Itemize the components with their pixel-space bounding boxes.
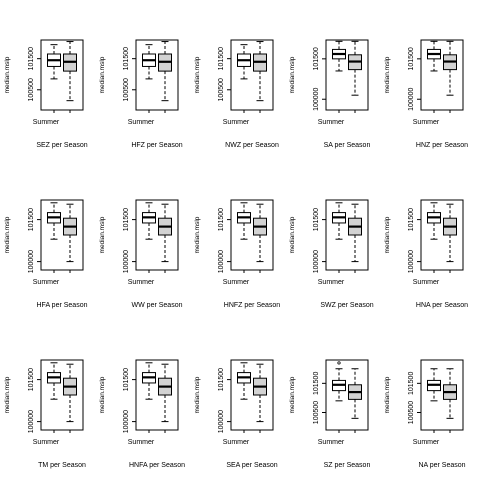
y-tick-label: 101500 <box>28 208 35 231</box>
panel-hfz: 100500 101500 median.mslp Summer HFZ per Sea… <box>99 40 183 149</box>
y-axis-label: median.mslp <box>384 56 391 93</box>
x-tick-label: Summer <box>318 279 345 286</box>
x-tick-label: Summer <box>128 119 155 126</box>
panel-hnz: 100000 101500 median.mslp Summer HNZ per Sea… <box>384 40 468 149</box>
panel-sz: 100500 101500 median.mslp Summer SZ per Seas… <box>289 360 370 469</box>
x-tick-label: Summer <box>33 119 60 126</box>
y-axis-label: median.mslp <box>289 216 296 253</box>
y-tick-label: 101500 <box>313 208 320 231</box>
y-axis-label: median.mslp <box>4 216 11 253</box>
y-tick-label: 101500 <box>218 208 225 231</box>
panel-hfa: 100000 101500 median.mslp Summer HFA per Sea… <box>4 200 88 309</box>
y-tick-label: 100500 <box>218 78 225 101</box>
y-tick-label: 100000 <box>408 87 415 110</box>
x-axis-title: WW per Season <box>132 302 183 309</box>
x-tick-label: Summer <box>128 439 155 446</box>
x-axis-title: SEZ per Season <box>36 142 87 149</box>
y-tick-label: 100500 <box>123 78 130 101</box>
y-tick-label: 101500 <box>28 368 35 391</box>
y-tick-label: 100000 <box>123 250 130 273</box>
x-axis-title: HNZ per Season <box>416 142 468 149</box>
x-axis-title: SZ per Season <box>324 462 371 469</box>
y-tick-label: 101500 <box>408 372 415 395</box>
y-axis-label: median.mslp <box>4 376 11 413</box>
y-axis-label: median.mslp <box>384 376 391 413</box>
plot-frame <box>136 40 178 110</box>
y-tick-label: 101500 <box>313 47 320 70</box>
x-axis-title: SWZ per Season <box>320 302 373 309</box>
y-tick-label: 101500 <box>123 368 130 391</box>
plot-frame <box>231 40 273 110</box>
y-axis-label: median.mslp <box>4 56 11 93</box>
panel-hna: 100000 101500 median.mslp Summer HNA per Sea… <box>384 200 468 309</box>
x-tick-label: Summer <box>33 439 60 446</box>
x-tick-label: Summer <box>413 279 440 286</box>
y-axis-label: median.mslp <box>99 56 106 93</box>
y-tick-label: 101500 <box>218 47 225 70</box>
y-tick-label: 101500 <box>408 208 415 231</box>
x-tick-label: Summer <box>128 279 155 286</box>
panel-swz: 100000 101500 median.mslp Summer SWZ per Sea… <box>289 200 374 309</box>
outlier-point <box>338 362 340 364</box>
x-axis-title: HNFZ per Season <box>224 302 281 309</box>
y-axis-label: median.mslp <box>384 216 391 253</box>
panel-sa: 100000 101500 median.mslp Summer SA per Seas… <box>289 40 370 149</box>
x-tick-label: Summer <box>223 119 250 126</box>
y-tick-label: 101500 <box>313 372 320 395</box>
x-tick-label: Summer <box>318 119 345 126</box>
y-axis-label: median.mslp <box>194 216 201 253</box>
y-axis-label: median.mslp <box>99 216 106 253</box>
y-tick-label: 100000 <box>28 410 35 433</box>
y-tick-label: 101500 <box>123 208 130 231</box>
x-tick-label: Summer <box>223 279 250 286</box>
y-tick-label: 101500 <box>28 47 35 70</box>
y-axis-label: median.mslp <box>194 56 201 93</box>
panel-na: 100500 101500 median.mslp Summer NA per Seas… <box>384 360 466 469</box>
x-axis-title: NWZ per Season <box>225 142 279 149</box>
y-tick-label: 100000 <box>123 410 130 433</box>
x-axis-title: NA per Season <box>418 462 465 469</box>
panel-hnfz: 100000 101500 median.mslp Summer HNFZ per Se… <box>194 200 280 309</box>
y-tick-label: 100000 <box>313 250 320 273</box>
panel-hnfa: 100000 101500 median.mslp Summer HNFA per Se… <box>99 360 185 469</box>
y-tick-label: 101500 <box>123 47 130 70</box>
y-tick-label: 100000 <box>218 410 225 433</box>
y-axis-label: median.mslp <box>99 376 106 413</box>
x-axis-title: HFZ per Season <box>131 142 182 149</box>
y-axis-label: median.mslp <box>194 376 201 413</box>
panel-nwz: 100500 101500 median.mslp Summer NWZ per Sea… <box>194 40 279 149</box>
y-axis-label: median.mslp <box>289 56 296 93</box>
y-tick-label: 100000 <box>313 87 320 110</box>
x-tick-label: Summer <box>223 439 250 446</box>
y-tick-label: 100000 <box>28 250 35 273</box>
y-tick-label: 101500 <box>218 368 225 391</box>
y-tick-label: 100500 <box>28 78 35 101</box>
panel-sez: 100500 101500 median.mslp Summer SEZ per Sea… <box>4 40 88 149</box>
x-tick-label: Summer <box>33 279 60 286</box>
x-axis-title: TM per Season <box>38 462 86 469</box>
x-axis-title: HFA per Season <box>37 302 88 309</box>
y-axis-label: median.mslp <box>289 376 296 413</box>
panel-sea: 100000 101500 median.mslp Summer SEA per Sea… <box>194 360 278 469</box>
panel-tm: 100000 101500 median.mslp Summer TM per Seas… <box>4 360 86 469</box>
x-axis-title: HNFA per Season <box>129 462 185 469</box>
y-tick-label: 101500 <box>408 47 415 70</box>
x-axis-title: HNA per Season <box>416 302 468 309</box>
x-tick-label: Summer <box>318 439 345 446</box>
y-tick-label: 100000 <box>218 250 225 273</box>
x-axis-title: SEA per Season <box>226 462 277 469</box>
plot-frame <box>41 40 83 110</box>
y-tick-label: 100500 <box>313 401 320 424</box>
x-tick-label: Summer <box>413 439 440 446</box>
x-axis-title: SA per Season <box>324 142 371 149</box>
x-tick-label: Summer <box>413 119 440 126</box>
y-tick-label: 100500 <box>408 401 415 424</box>
y-tick-label: 100000 <box>408 250 415 273</box>
panel-ww: 100000 101500 median.mslp Summer WW per Seas… <box>99 200 183 309</box>
